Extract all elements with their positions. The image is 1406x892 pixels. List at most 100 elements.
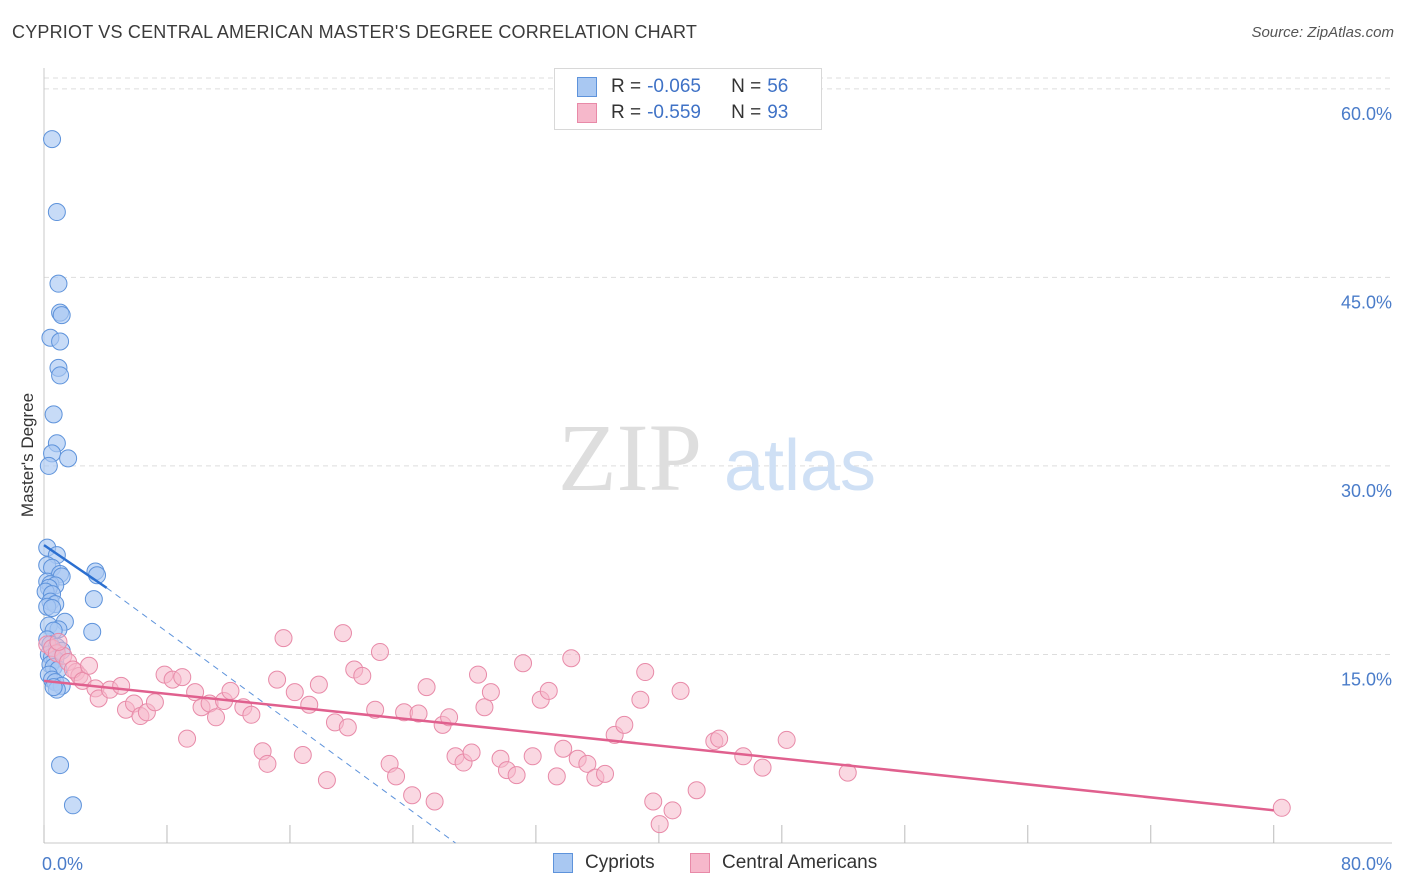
central-american-point (777, 730, 796, 749)
correlation-legend: R = -0.065 N = 56 R = -0.559 N = 93 (554, 68, 822, 130)
central-american-point (370, 642, 389, 661)
legend-n-label: N = (731, 102, 762, 123)
central-american-point (440, 708, 459, 727)
central-american-point (838, 763, 857, 782)
central-american-point (663, 801, 682, 820)
central-american-point (425, 792, 444, 811)
central-american-point (112, 676, 131, 695)
central-american-point (300, 695, 319, 714)
grid-lines (44, 77, 1392, 655)
central-american-point (145, 693, 164, 712)
y-tick-label: 60.0% (1341, 104, 1392, 124)
central-american-point (285, 683, 304, 702)
cypriot-point (51, 332, 70, 351)
trend-lines (43, 544, 1274, 844)
central-american-point (578, 754, 597, 773)
central-american-point (409, 704, 428, 723)
series-swatch-cypriots (553, 853, 573, 873)
cypriot-point (39, 456, 58, 475)
central-american-point (523, 747, 542, 766)
central-american-point (178, 729, 197, 748)
cypriot-point (47, 203, 66, 222)
central-american-point (562, 649, 581, 668)
y-tick-label: 30.0% (1341, 481, 1392, 501)
central-american-point (317, 771, 336, 790)
cypriot-point (49, 274, 68, 293)
cypriot-point (43, 130, 62, 149)
central-american-point (644, 792, 663, 811)
central-american-point (554, 739, 573, 758)
series-legend: Cypriots Central Americans (0, 852, 1406, 878)
cypriot-point (52, 306, 71, 325)
central-american-point (207, 708, 226, 727)
central-american-point (338, 718, 357, 737)
cypriot-point (84, 590, 103, 609)
series-legend-central-americans[interactable]: Central Americans (690, 852, 877, 874)
central-american-point (309, 675, 328, 694)
central-american-point (258, 754, 277, 773)
central-american-point (687, 781, 706, 800)
central-american-point (469, 665, 488, 684)
cypriot-point (44, 405, 63, 424)
data-points (36, 130, 1291, 834)
cypriot-point (51, 366, 70, 385)
central-american-point (547, 767, 566, 786)
central-american-point (650, 815, 669, 834)
central-american-trend-line (43, 679, 1274, 812)
central-american-point (268, 670, 287, 689)
central-american-point (507, 766, 526, 785)
central-american-point (481, 683, 500, 702)
legend-r-label: R = (611, 76, 642, 97)
central-american-point (173, 668, 192, 687)
legend-n-value: 56 (767, 76, 789, 97)
central-american-point (293, 746, 312, 765)
legend-swatch-cypriots (577, 77, 597, 97)
legend-r-value: -0.559 (647, 102, 701, 123)
central-american-point (514, 654, 533, 673)
chart-title: CYPRIOT VS CENTRAL AMERICAN MASTER'S DEG… (12, 22, 698, 42)
central-american-point (462, 743, 481, 762)
central-american-point (671, 681, 690, 700)
watermark: ZIP atlas (558, 404, 876, 511)
central-american-point (333, 624, 352, 643)
central-american-point (539, 681, 558, 700)
central-american-point (475, 698, 494, 717)
x-tick-label: 0.0% (42, 854, 83, 874)
central-american-point (417, 678, 436, 697)
cypriot-point (51, 756, 70, 775)
watermark-atlas: atlas (724, 426, 876, 506)
legend-n-value: 93 (767, 102, 789, 123)
central-american-point (1272, 798, 1291, 817)
central-american-point (49, 632, 68, 651)
central-american-point (636, 663, 655, 682)
legend-n-label: N = (731, 76, 762, 97)
cypriot-point (63, 796, 82, 815)
central-american-point (710, 729, 729, 748)
central-american-point (80, 656, 99, 675)
y-tick-label: 45.0% (1341, 292, 1392, 312)
legend-row-cypriots: R = -0.065 N = 56 (577, 75, 788, 99)
series-legend-cypriots[interactable]: Cypriots (553, 852, 655, 874)
cypriot-point (43, 598, 62, 617)
cypriot-trend-line (43, 544, 108, 589)
legend-swatch-central-americans (577, 103, 597, 123)
series-legend-label: Central Americans (722, 852, 878, 873)
central-american-point (353, 666, 372, 685)
y-tick-label: 15.0% (1341, 669, 1392, 689)
cypriot-point (59, 449, 78, 468)
central-american-point (221, 681, 240, 700)
central-american-point (274, 629, 293, 648)
y-axis-label: Master's Degree (18, 393, 37, 517)
axes (43, 68, 1392, 844)
central-american-point (615, 715, 634, 734)
central-american-point (387, 767, 406, 786)
watermark-zip: ZIP (558, 404, 702, 511)
central-american-point (242, 705, 261, 724)
series-swatch-central-americans (690, 853, 710, 873)
central-american-point (403, 786, 422, 805)
series-legend-label: Cypriots (585, 852, 655, 873)
axis-labels: Master's Degree 15.0% 30.0% 45.0% 60.0% 0.0%… (18, 104, 1392, 874)
legend-r-value: -0.065 (647, 76, 701, 97)
central-american-point (753, 758, 772, 777)
